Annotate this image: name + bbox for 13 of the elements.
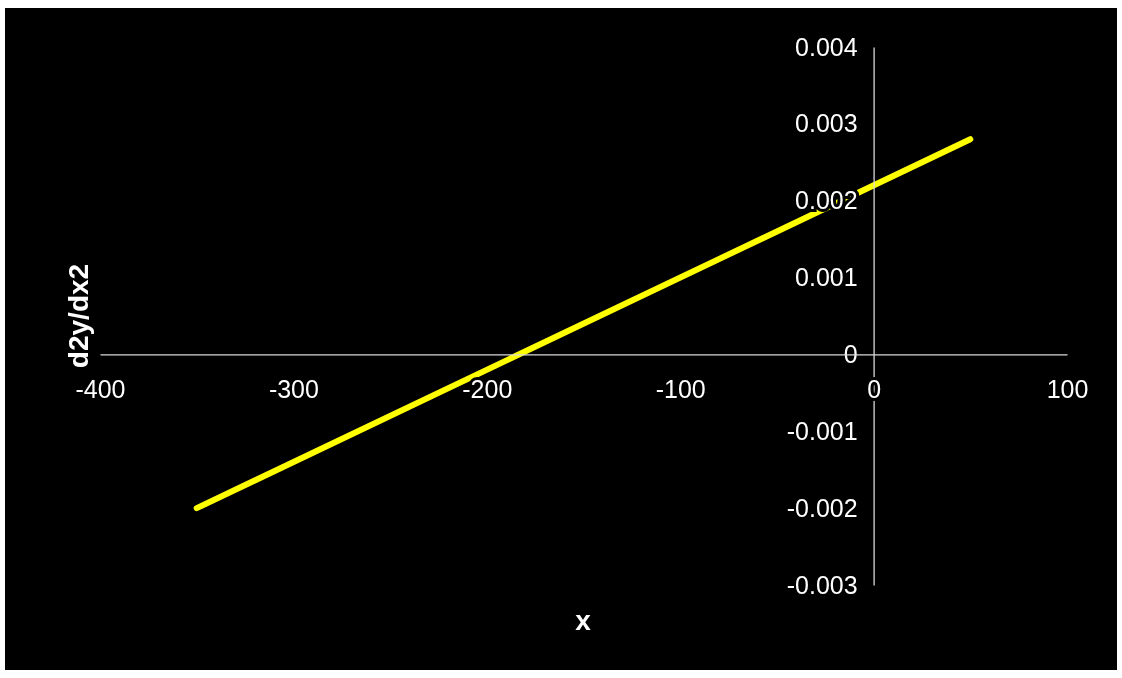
y-tick-label: -0.003 bbox=[786, 570, 858, 599]
x-tick-label: -200 bbox=[462, 375, 513, 404]
x-tick-label: -400 bbox=[75, 375, 126, 404]
x-axis-title: x bbox=[575, 605, 592, 636]
y-axis-title: d2y/dx2 bbox=[63, 263, 94, 369]
y-tick-label: -0.002 bbox=[786, 493, 858, 522]
x-tick-label: -300 bbox=[268, 375, 319, 404]
y-tick-label: -0.001 bbox=[786, 416, 858, 445]
y-tick-label: 0.001 bbox=[795, 263, 858, 292]
y-tick-label: 0.003 bbox=[795, 109, 858, 138]
y-tick-label: 0.004 bbox=[795, 32, 858, 61]
x-tick-label: -100 bbox=[655, 375, 706, 404]
x-tick-label: 100 bbox=[1046, 375, 1089, 404]
